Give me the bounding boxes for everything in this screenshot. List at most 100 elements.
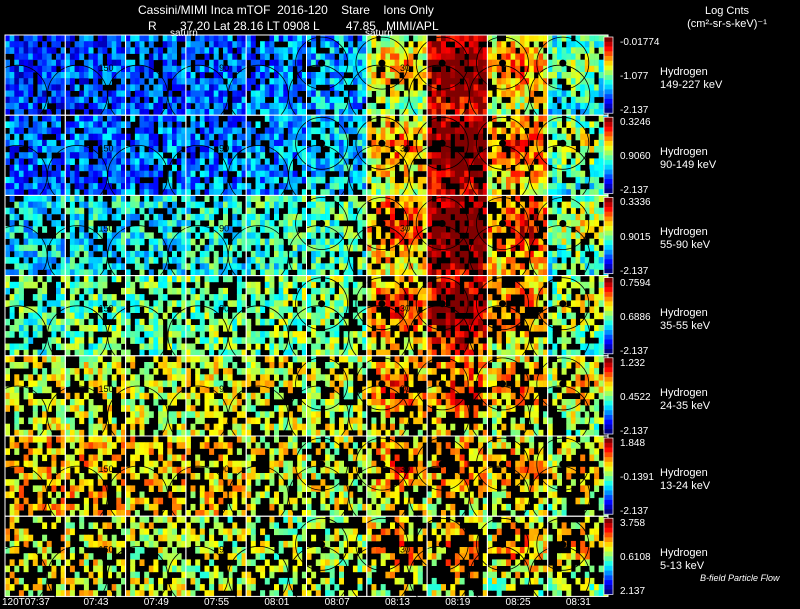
- pixel: [148, 244, 154, 252]
- pixel: [371, 201, 377, 209]
- pixel: [148, 133, 154, 141]
- pixel: [236, 337, 242, 344]
- pixel: [121, 300, 126, 307]
- pixel: [403, 257, 409, 264]
- pixel: [28, 102, 34, 110]
- pixel: [320, 78, 326, 85]
- pixel: [56, 78, 61, 85]
- pixel: [264, 195, 270, 202]
- pixel: [121, 78, 126, 85]
- pixel: [46, 318, 52, 326]
- pixel: [223, 121, 228, 128]
- pixel: [543, 96, 549, 104]
- pixel: [97, 96, 103, 104]
- pixel: [153, 115, 159, 122]
- pixel: [399, 96, 405, 104]
- pixel: [380, 318, 386, 326]
- pixel: [42, 96, 48, 104]
- pixel: [181, 343, 187, 351]
- pixel: [566, 90, 572, 98]
- pixel: [274, 257, 279, 264]
- pixel: [190, 158, 196, 165]
- pixel: [524, 65, 530, 73]
- pixel: [575, 59, 581, 67]
- pixel: [417, 59, 423, 67]
- pixel: [441, 238, 446, 246]
- pixel: [339, 306, 344, 313]
- pixel: [148, 343, 154, 351]
- pixel: [274, 47, 279, 54]
- pixel: [269, 294, 275, 301]
- pixel: [524, 176, 530, 184]
- pixel: [227, 318, 233, 326]
- pixel: [557, 152, 562, 159]
- pixel: [227, 121, 233, 128]
- pixel: [506, 269, 511, 276]
- pixel: [334, 183, 340, 190]
- pixel: [74, 146, 80, 153]
- pixel: [199, 96, 205, 104]
- pixel: [232, 158, 238, 165]
- pixel: [51, 250, 57, 258]
- pixel: [181, 47, 187, 54]
- pixel: [23, 53, 29, 61]
- pixel: [260, 226, 266, 233]
- pixel: [315, 238, 321, 246]
- pixel: [306, 90, 312, 98]
- pixel: [79, 176, 85, 184]
- pixel: [190, 201, 196, 209]
- pixel: [14, 72, 20, 79]
- pixel: [399, 146, 405, 153]
- pixel: [97, 287, 103, 295]
- pixel: [185, 47, 191, 54]
- pixel: [417, 287, 423, 295]
- pixel: [5, 133, 10, 141]
- pixel: [213, 325, 219, 332]
- pixel: [524, 96, 530, 104]
- pixel: [510, 269, 516, 276]
- pixel: [269, 41, 275, 48]
- image-cell: [5, 35, 66, 116]
- pixel: [570, 96, 576, 104]
- pixel: [195, 84, 201, 91]
- pixel: [23, 207, 29, 215]
- pixel: [28, 152, 34, 159]
- pixel: [172, 78, 177, 85]
- pixel: [311, 59, 317, 67]
- pixel: [204, 275, 210, 283]
- pixel: [46, 300, 52, 307]
- pixel: [283, 164, 289, 172]
- pixel: [329, 47, 335, 54]
- pixel: [357, 102, 363, 110]
- pixel: [306, 53, 312, 61]
- pixel: [176, 312, 182, 320]
- pixel: [107, 41, 112, 48]
- pixel: [139, 158, 145, 165]
- pixel: [218, 257, 224, 264]
- pixel: [144, 213, 150, 221]
- pixel: [283, 65, 289, 73]
- pixel: [246, 343, 252, 351]
- pixel: [343, 318, 349, 326]
- pixel: [264, 47, 270, 54]
- pixel: [390, 269, 395, 276]
- pixel: [28, 65, 34, 73]
- pixel: [102, 275, 108, 283]
- pixel: [51, 41, 57, 48]
- pixel: [292, 331, 298, 338]
- pixel: [223, 257, 228, 264]
- pixel: [371, 281, 377, 289]
- pixel: [570, 189, 576, 196]
- pixel: [427, 47, 433, 54]
- pixel: [352, 312, 358, 320]
- pixel: [204, 250, 210, 258]
- pixel: [97, 170, 103, 178]
- pixel: [269, 139, 275, 147]
- pixel: [167, 287, 173, 295]
- pixel: [28, 146, 34, 153]
- pixel: [580, 250, 586, 258]
- pixel: [269, 78, 275, 85]
- pixel: [111, 53, 117, 61]
- pixel: [376, 207, 382, 215]
- pixel: [14, 90, 20, 98]
